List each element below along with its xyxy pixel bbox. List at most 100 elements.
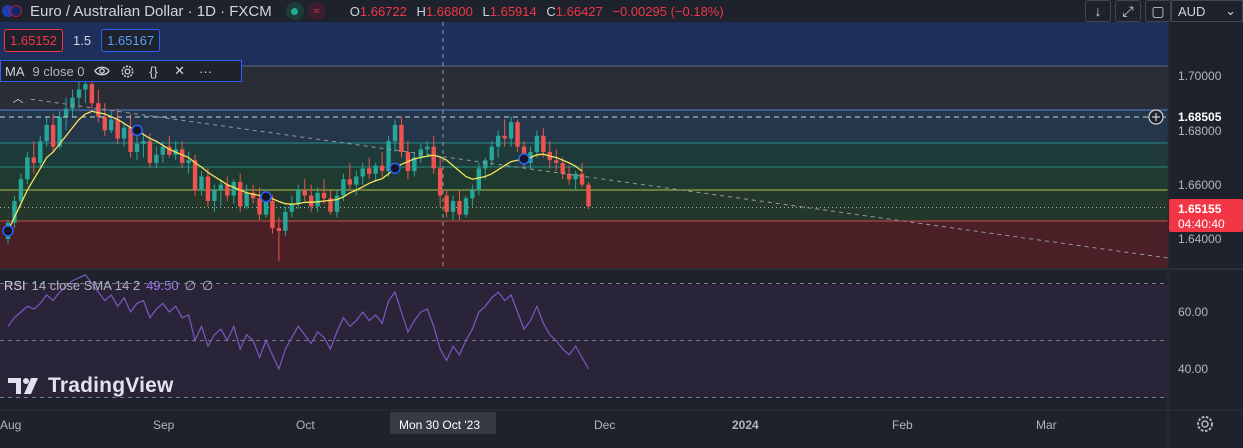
ma-legend[interactable]: MA 9 close 0 {} ✕ ··· — [0, 60, 242, 82]
countdown-label: 04:40:40 — [1178, 217, 1225, 231]
ma-legend-name: MA — [5, 63, 25, 79]
zone-band — [0, 190, 1168, 221]
high-label: H — [416, 3, 426, 19]
candle-body — [154, 154, 159, 163]
alert-approx-icon[interactable]: ≈ — [307, 2, 326, 20]
rsi-legend[interactable]: RSI 14 close SMA 14 2 49.50 ∅ ∅ — [4, 278, 213, 294]
close-icon[interactable]: ✕ — [174, 63, 185, 78]
settings-gear-icon[interactable] — [1195, 414, 1215, 434]
trade-panel: 1.65152 1.5 1.65167 — [4, 29, 161, 52]
rsi-pane — [0, 270, 1168, 410]
candle-body — [83, 84, 88, 90]
crosshair-date-label: Mon 30 Oct '23 — [399, 418, 480, 432]
ma-marker — [389, 162, 401, 175]
rsi-legend-name: RSI — [4, 278, 26, 293]
candle-body — [225, 184, 230, 196]
rsi-tick-label: 40.00 — [1178, 362, 1208, 376]
market-status-icon[interactable] — [285, 2, 304, 20]
fullscreen-icon[interactable]: ⤢ — [1115, 0, 1141, 22]
candle-body — [57, 116, 62, 147]
candle-body — [70, 97, 75, 109]
candle-body — [457, 200, 462, 215]
candle-body — [89, 84, 95, 104]
candle-body — [373, 165, 378, 174]
candle-body — [179, 149, 185, 163]
price-tick-label: 1.70000 — [1178, 69, 1222, 83]
candle-body — [515, 122, 520, 147]
crosshair-date-bg — [390, 412, 496, 434]
candle-body — [31, 157, 36, 163]
candle-body — [496, 135, 501, 147]
candle-body — [328, 198, 333, 212]
rsi-legend-extra-1: ∅ — [184, 278, 196, 293]
ma-legend-params: 9 close 0 — [32, 63, 85, 79]
eye-icon[interactable] — [93, 62, 111, 80]
time-tick-label: Feb — [892, 418, 913, 432]
candle-body — [109, 119, 114, 131]
add-level-icon — [1148, 109, 1164, 125]
candle-body — [541, 135, 546, 153]
chevron-down-icon: ⌄ — [1225, 3, 1236, 18]
candle-body — [476, 168, 482, 191]
line-price-label: 1.68505 — [1178, 110, 1222, 124]
collapse-legend-icon[interactable]: ︿ — [6, 88, 30, 108]
candle-body — [160, 146, 165, 155]
candle-body — [534, 135, 540, 153]
candle-body — [379, 165, 385, 172]
candle-body — [399, 124, 404, 153]
candle-body — [483, 160, 488, 169]
candle-body — [38, 141, 43, 163]
candle-body — [360, 168, 365, 177]
candle-body — [12, 200, 17, 223]
rsi-legend-params: 14 close SMA 14 2 — [31, 278, 141, 293]
logo-text: TradingView — [48, 374, 174, 397]
buy-button[interactable]: 1.65167 — [101, 29, 161, 52]
candle-body — [579, 173, 585, 185]
candle-body — [450, 200, 456, 212]
candle-body — [489, 146, 494, 161]
line-label-bg — [1169, 108, 1243, 126]
candle-body — [218, 184, 224, 191]
screenshot-icon[interactable]: ▢ — [1145, 0, 1171, 22]
price-tick-label: 1.66000 — [1178, 178, 1222, 192]
candle-body — [386, 141, 391, 172]
candle-body — [121, 127, 127, 139]
sell-button[interactable]: 1.65152 — [4, 29, 63, 52]
candle-body — [192, 160, 198, 191]
candle-body — [508, 122, 514, 139]
candle-body — [134, 143, 140, 153]
symbol-title[interactable]: Euro / Australian Dollar · 1D · FXCM — [30, 2, 272, 20]
toolbar-right: ↓ ⤢ ▢ — [1085, 0, 1171, 22]
candle-body — [321, 192, 327, 199]
more-icon[interactable]: ··· — [199, 63, 213, 79]
source-code-icon[interactable]: {} — [149, 63, 158, 79]
candle-body — [412, 157, 417, 172]
last-price-badge — [1169, 199, 1243, 232]
arrow-down-icon[interactable]: ↓ — [1085, 0, 1111, 22]
candle-body — [347, 179, 353, 185]
candle-body — [250, 192, 256, 199]
currency-select[interactable]: AUD ⌄ — [1171, 0, 1243, 22]
pair-flags-icon[interactable] — [2, 3, 24, 19]
candle-body — [437, 168, 443, 196]
time-tick-label: Mar — [1036, 418, 1057, 432]
candle-body — [25, 157, 30, 180]
candle-body — [470, 190, 475, 199]
candle-body — [115, 119, 120, 139]
rsi-tick-label: 60.00 — [1178, 305, 1208, 319]
candle-body — [102, 116, 107, 131]
tradingview-logo[interactable]: TradingView — [8, 374, 174, 398]
gear-icon[interactable] — [119, 62, 137, 80]
price-tick-label: 1.68000 — [1178, 124, 1222, 138]
zone-band — [0, 110, 1168, 143]
ma-marker — [2, 225, 14, 237]
candle-body — [96, 103, 101, 117]
candle-body — [44, 124, 49, 142]
candle-body — [50, 124, 56, 147]
time-tick-label: Aug — [0, 418, 21, 432]
candle-body — [186, 160, 191, 163]
candle-body — [276, 228, 282, 231]
